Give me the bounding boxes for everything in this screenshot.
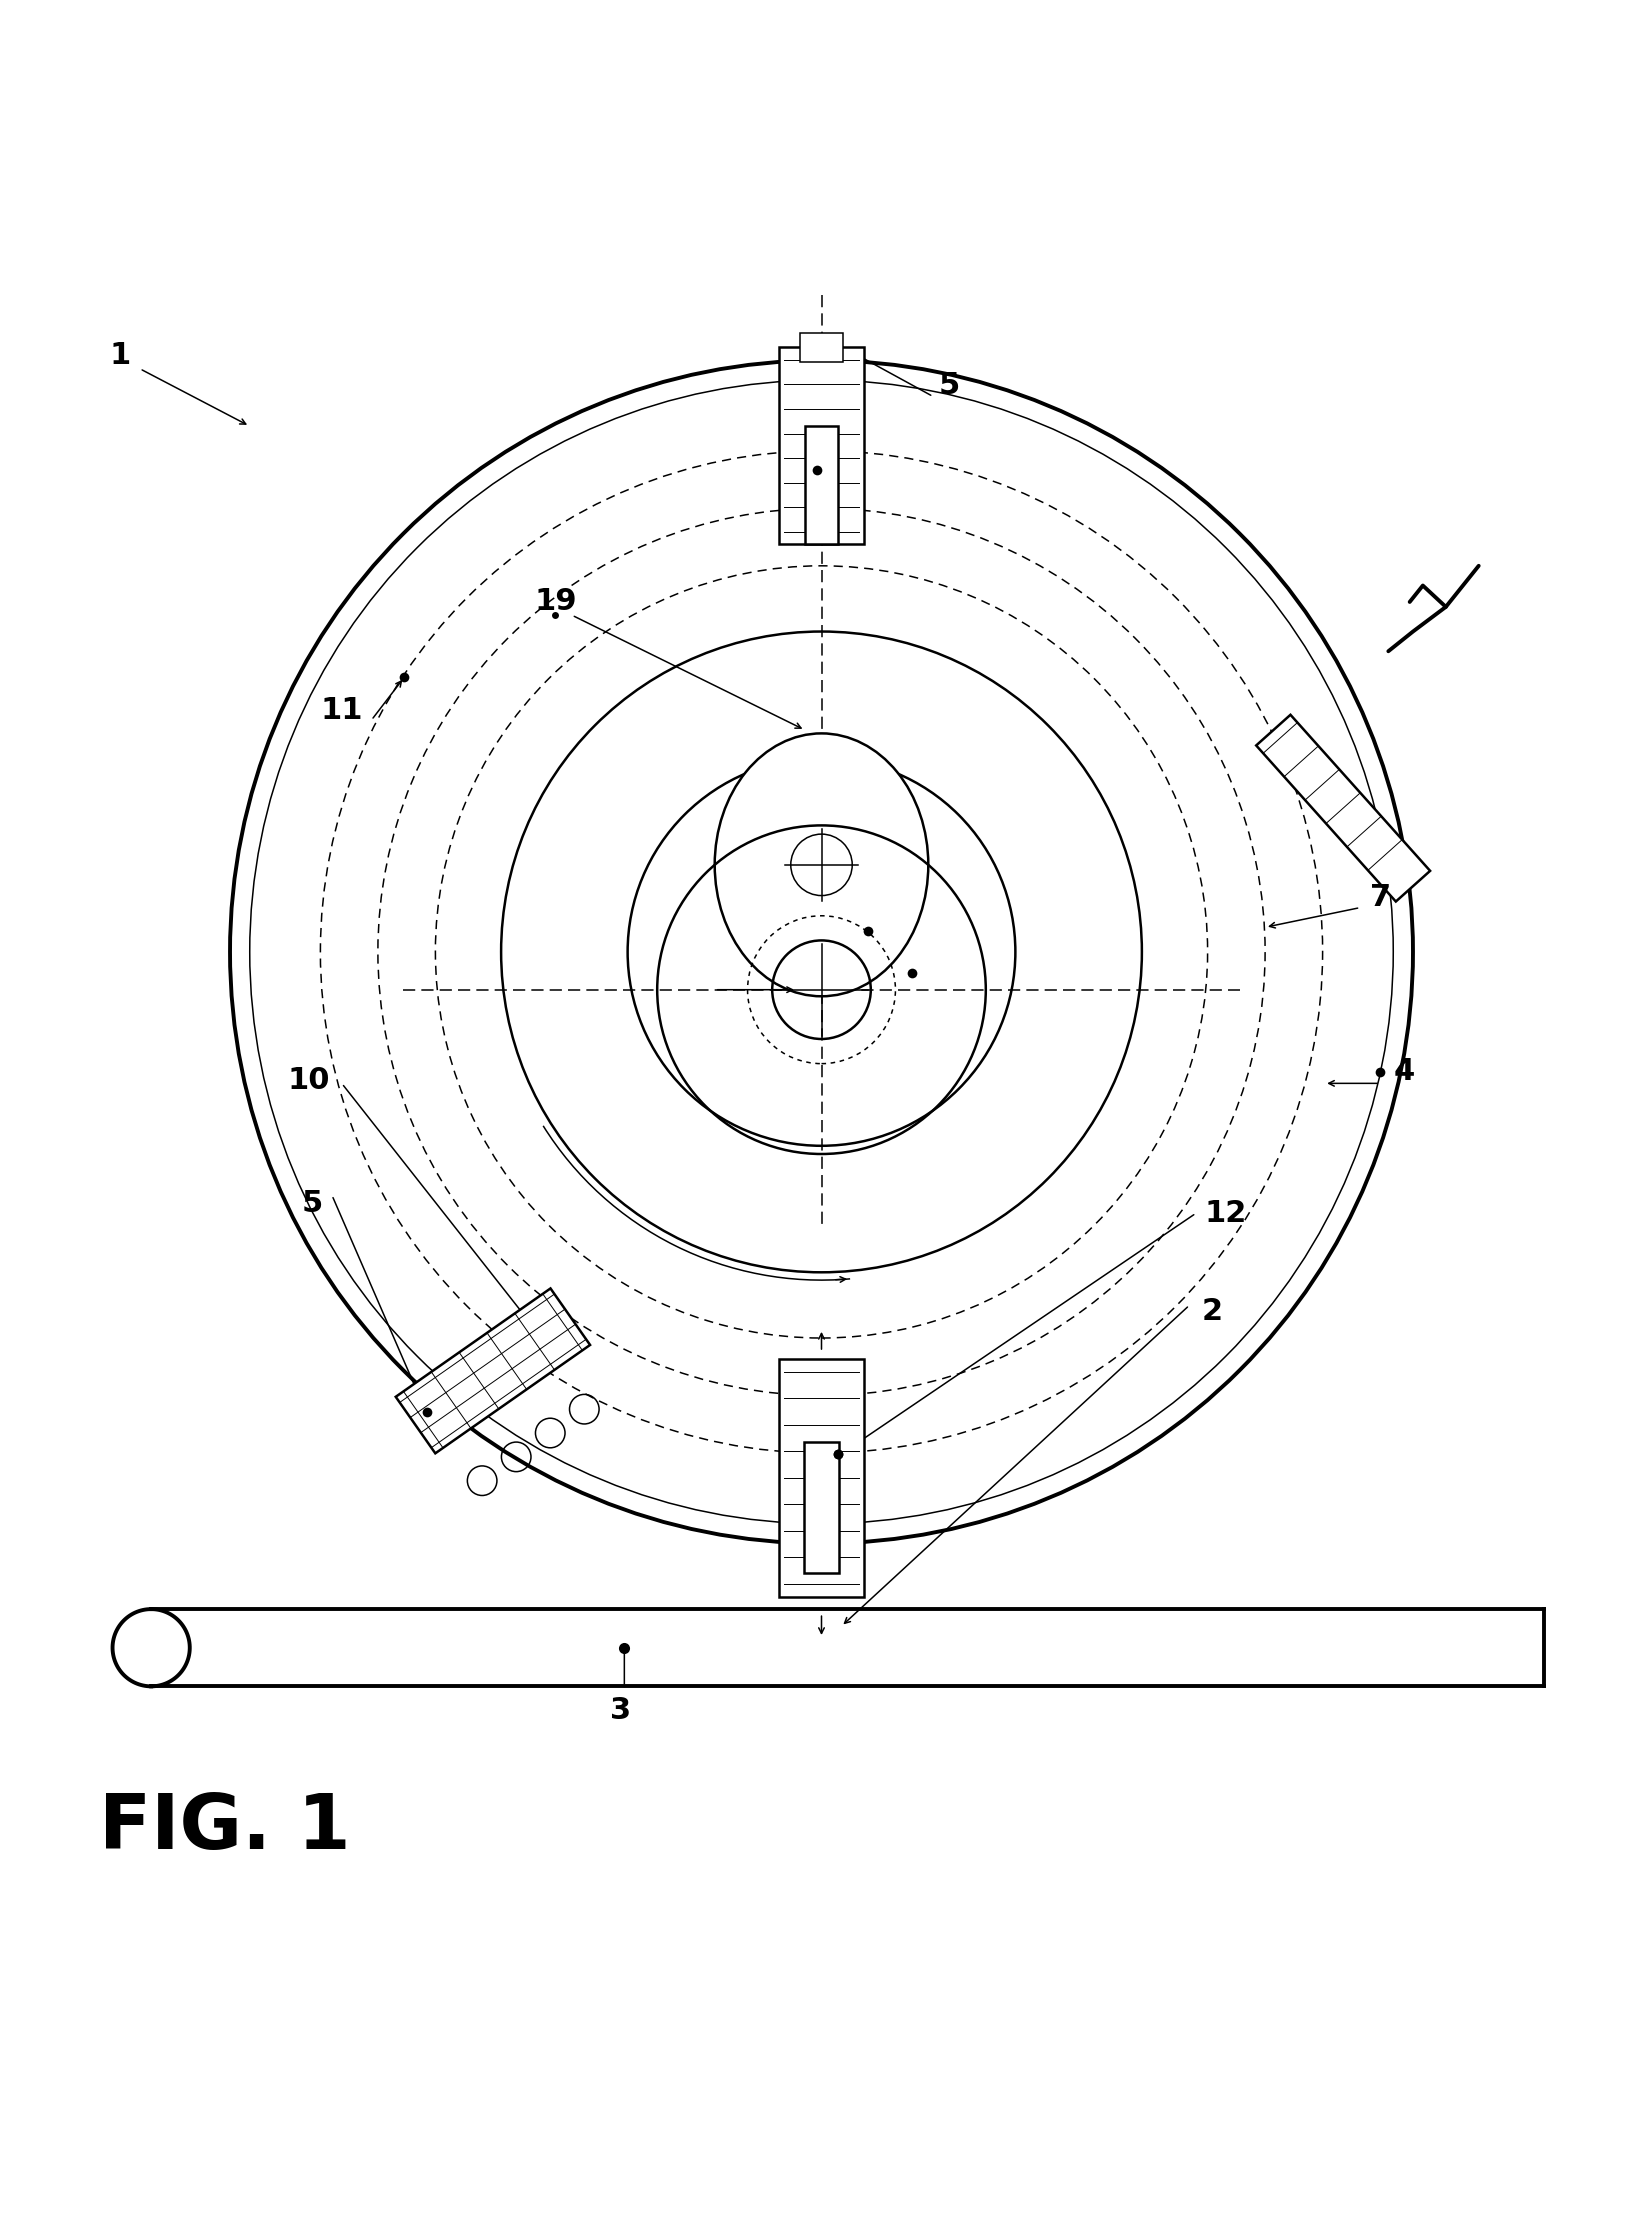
Text: 1: 1 bbox=[110, 341, 130, 370]
Text: 11: 11 bbox=[320, 696, 363, 725]
Text: 5: 5 bbox=[302, 1188, 322, 1219]
Text: 12: 12 bbox=[1204, 1199, 1247, 1228]
Bar bbox=[805, 1443, 838, 1573]
Polygon shape bbox=[396, 1287, 590, 1454]
Bar bbox=[779, 1358, 864, 1598]
Text: 3: 3 bbox=[611, 1697, 631, 1726]
Text: 19: 19 bbox=[534, 587, 577, 616]
Text: FIG. 1: FIG. 1 bbox=[99, 1791, 350, 1864]
Polygon shape bbox=[1257, 716, 1429, 902]
Bar bbox=[800, 332, 843, 361]
Text: 10: 10 bbox=[288, 1066, 330, 1095]
Text: 4: 4 bbox=[1393, 1057, 1415, 1086]
Text: 5: 5 bbox=[940, 370, 960, 399]
Text: 2: 2 bbox=[1203, 1296, 1222, 1325]
Bar bbox=[779, 348, 864, 545]
Text: 7: 7 bbox=[1370, 884, 1390, 913]
Bar bbox=[805, 425, 838, 545]
Ellipse shape bbox=[715, 733, 928, 997]
